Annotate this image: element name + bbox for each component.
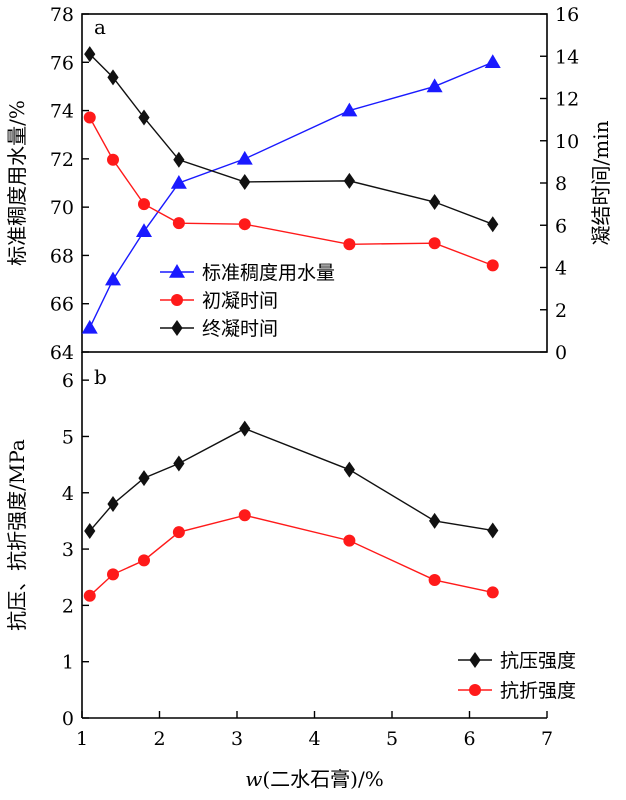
data-point [429,512,441,529]
data-point [138,470,150,487]
y-right-tick-label: 12 [555,89,579,111]
legend-label: 终凝时间 [202,318,278,340]
y-tick-label: 2 [62,595,74,617]
data-point [341,102,358,117]
y-left-tick-label: 64 [50,342,74,364]
legend-marker [469,684,481,696]
legend-marker [171,320,183,336]
y-left-tick-label: 66 [50,294,74,316]
data-point [428,237,441,250]
data-point [138,198,150,211]
panel-label-b: b [94,365,107,389]
y-tick-label: 4 [62,483,74,505]
data-point [486,259,499,272]
y-right-tick-label: 0 [555,342,567,364]
panel-label-a: a [94,15,106,39]
x-tick-label: 1 [76,728,88,750]
data-point [239,420,251,437]
y-right-tick-label: 6 [555,215,567,237]
x-tick-label: 4 [308,728,320,750]
data-point [107,568,119,581]
data-point [239,173,251,190]
series-line-2 [89,117,493,267]
y-left-tick-label: 70 [50,197,74,219]
data-point [236,150,253,165]
data-point [173,151,185,168]
data-point [428,574,441,587]
y-left-axis-label: 标准稠度用水量/% [5,100,29,266]
data-point [172,217,185,230]
y-left-tick-label: 76 [50,52,74,74]
data-point [81,319,98,334]
data-point [107,69,119,86]
y-right-tick-label: 10 [555,131,579,153]
data-point [343,238,356,251]
x-tick-label: 6 [463,728,475,750]
data-point [343,461,355,478]
series-line-3 [89,53,493,225]
data-point [486,586,499,599]
x-axis-label-text: (二水石膏)/% [262,767,383,791]
x-tick-label: 7 [541,728,553,750]
data-point [238,509,251,522]
legend-label: 标准稠度用水量 [202,262,335,284]
y-right-tick-label: 2 [555,300,567,322]
y-left-tick-label: 74 [50,101,74,123]
y-right-tick-label: 14 [555,46,579,68]
data-point [484,54,501,69]
y-right-tick-label: 4 [555,258,567,280]
legend-label: 抗折强度 [500,680,576,702]
plot-frame-a [81,13,548,353]
x-tick-label: 3 [231,728,243,750]
y-right-tick-label: 16 [555,4,579,26]
data-point [487,522,499,539]
data-point [83,589,96,602]
data-point [343,534,356,547]
y-left-tick-label: 72 [50,149,74,171]
y-right-tick-label: 8 [555,173,567,195]
data-point [426,78,443,93]
data-point [105,271,121,286]
y-tick-label: 5 [62,426,74,448]
y-tick-label: 3 [62,539,74,561]
data-point [138,109,150,126]
legend-marker [469,652,481,668]
y-left-tick-label: 78 [50,4,74,26]
y-left-tick-label: 68 [50,245,74,267]
y-tick-label: 6 [62,370,74,392]
legend-label: 初凝时间 [202,290,278,312]
data-point [84,46,96,63]
data-point [136,223,152,238]
data-point [238,218,251,231]
data-point [83,111,96,124]
y-tick-label: 0 [62,708,74,730]
x-tick-label: 5 [386,728,398,750]
y-right-axis-label: 凝结时间/min [589,120,613,245]
x-tick-label: 2 [153,728,165,750]
data-point [429,194,441,211]
data-point [107,496,119,513]
x-axis-label-variable: w [245,767,262,791]
legend-marker [169,264,185,278]
x-axis-label: w(二水石膏)/% [245,767,383,791]
data-point [343,172,355,189]
legend-label: 抗压强度 [500,650,576,672]
series-line-1 [89,61,494,329]
data-point [84,523,96,540]
data-point [487,216,499,233]
data-point [172,526,185,539]
data-point [107,153,119,166]
data-point [170,175,187,189]
data-point [138,554,150,567]
y-axis-label-b: 抗压、抗折强度/MPa [5,439,29,631]
y-tick-label: 1 [62,652,74,674]
data-point [173,455,185,472]
legend-marker [171,294,183,306]
series-line-b-1 [89,427,493,532]
